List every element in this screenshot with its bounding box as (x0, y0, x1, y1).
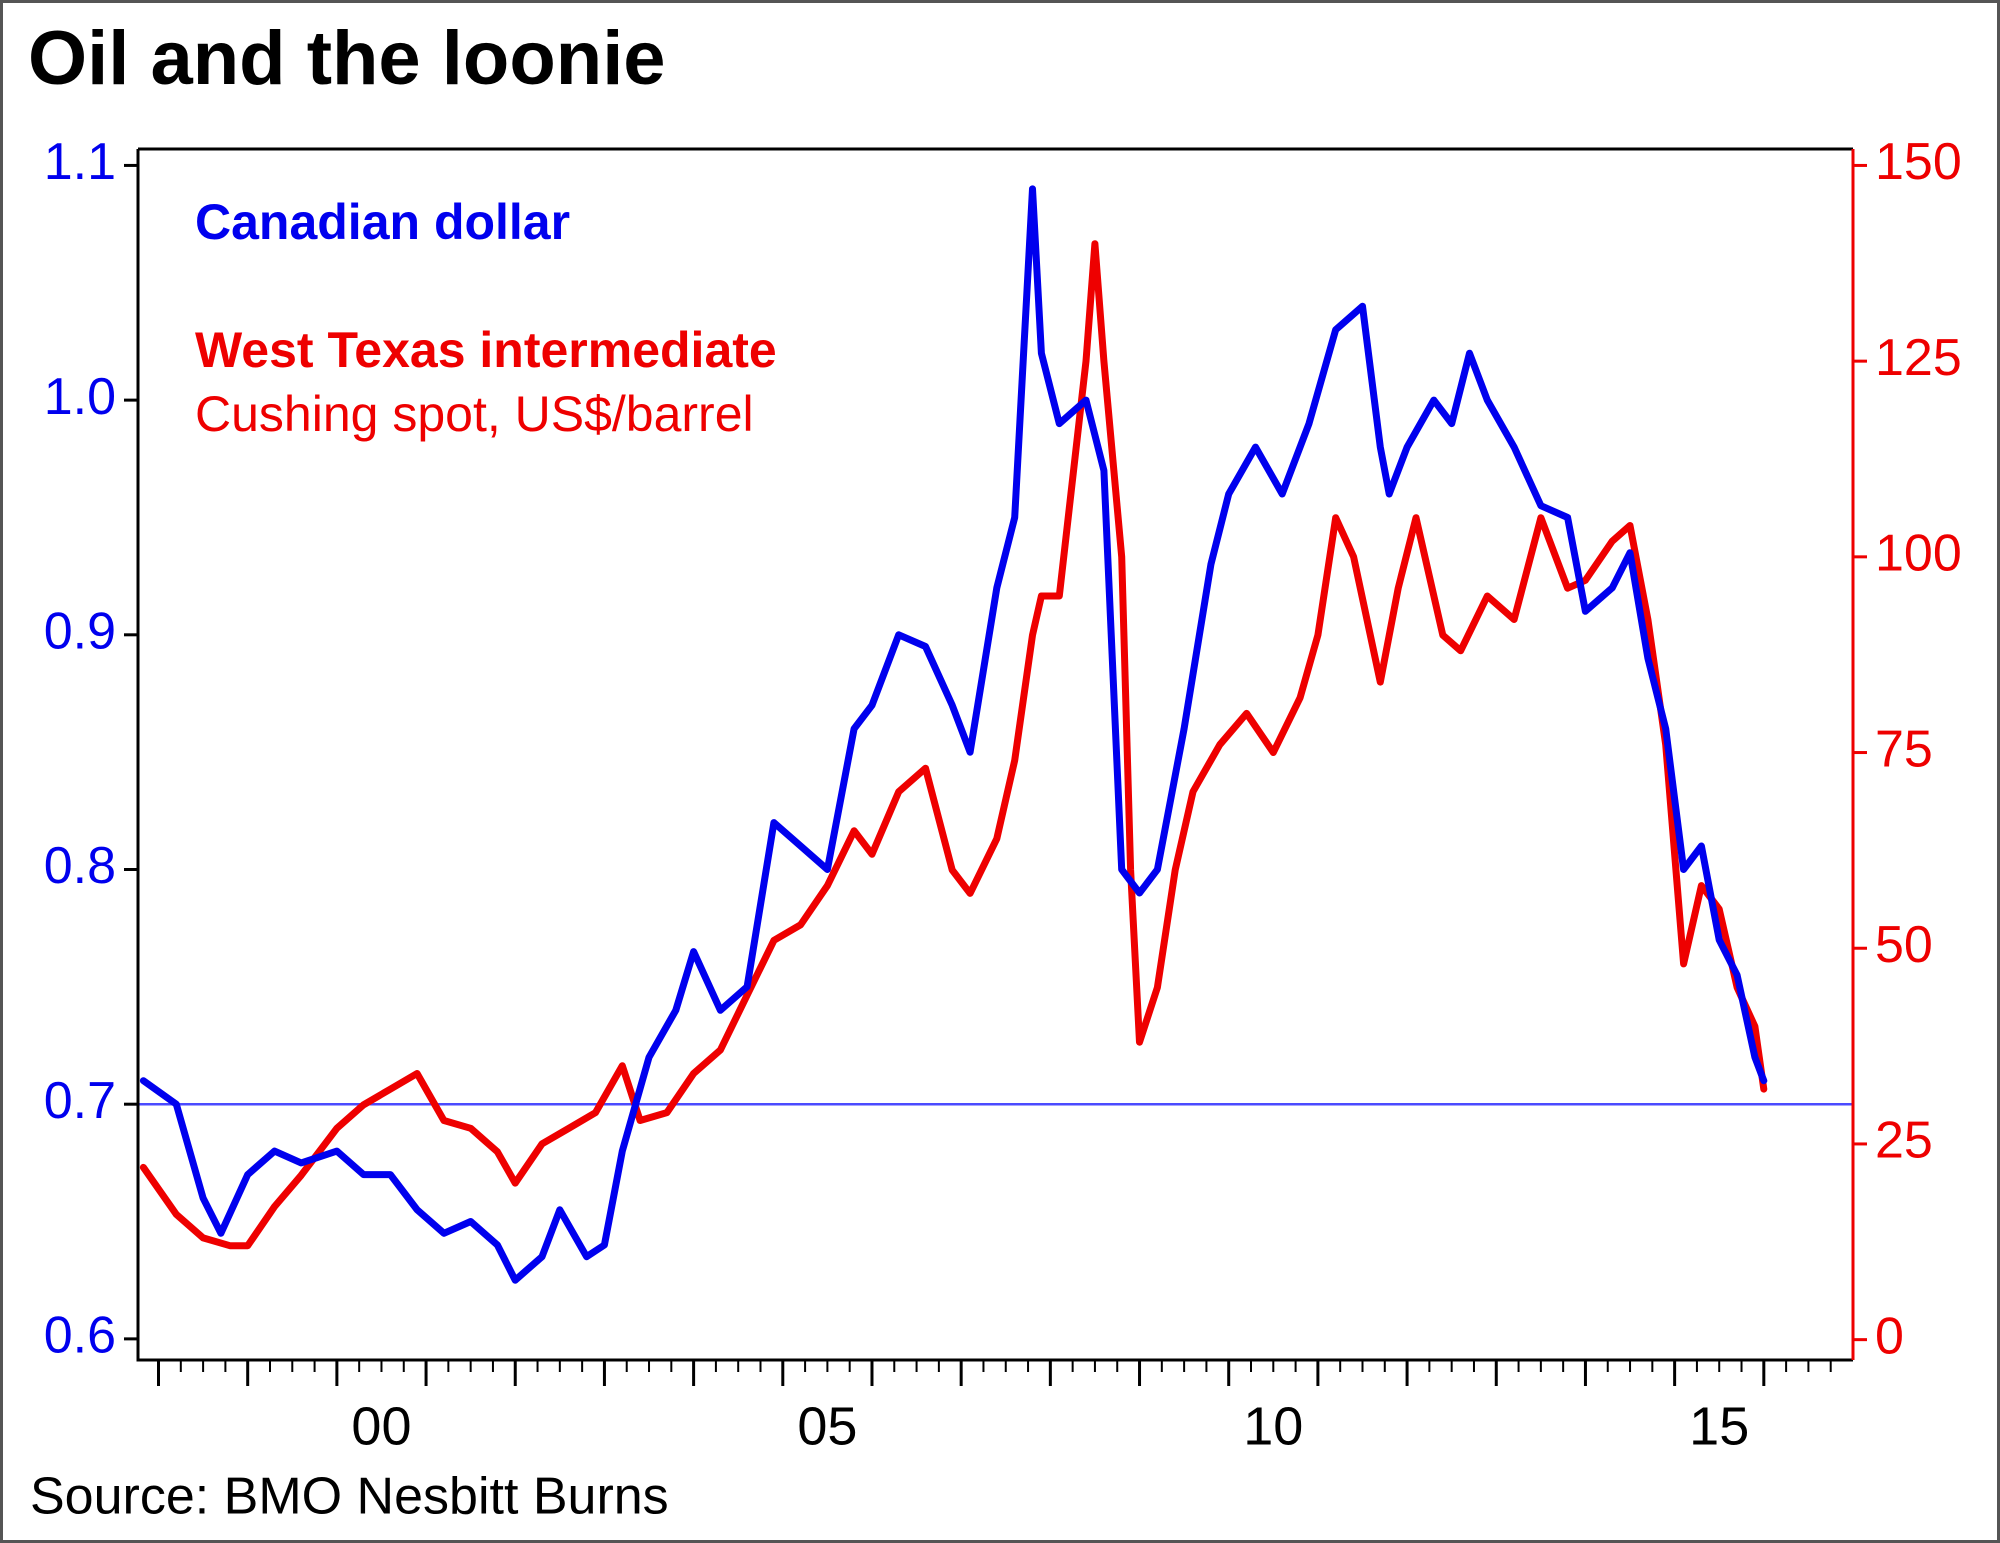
x-tick-label: 00 (351, 1396, 411, 1456)
series-line (139, 240, 1768, 1250)
legend-label: West Texas intermediate (195, 322, 777, 378)
y-tick-label: 0.7 (44, 1072, 116, 1130)
legend-note: Cushing spot, US$/barrel (195, 386, 754, 442)
y-tick-label: 0.8 (44, 837, 116, 895)
series-line (139, 185, 1768, 1284)
x-tick-label: 05 (797, 1396, 857, 1456)
y-tick-label: 0.6 (44, 1307, 116, 1365)
y2-tick-label: 0 (1875, 1307, 1904, 1365)
y2-tick-label: 75 (1875, 720, 1933, 778)
source: Source: BMO Nesbitt Burns (30, 1468, 669, 1526)
x-tick-label: 10 (1243, 1396, 1303, 1456)
axis-frame (136, 147, 1853, 1362)
y-tick-label: 1.0 (44, 368, 116, 426)
y2-tick-label: 50 (1875, 916, 1933, 974)
legend-label: Canadian dollar (195, 194, 570, 250)
y2-tick-label: 100 (1875, 525, 1962, 583)
y2-tick-label: 25 (1875, 1112, 1933, 1170)
y2-tick-label: 150 (1875, 133, 1962, 191)
x-tick-label: 15 (1689, 1396, 1749, 1456)
y2-tick-label: 125 (1875, 329, 1962, 387)
y-tick-label: 1.1 (44, 133, 116, 191)
y-tick-label: 0.9 (44, 603, 116, 661)
chart-title: Oil and the loonie (28, 16, 666, 101)
